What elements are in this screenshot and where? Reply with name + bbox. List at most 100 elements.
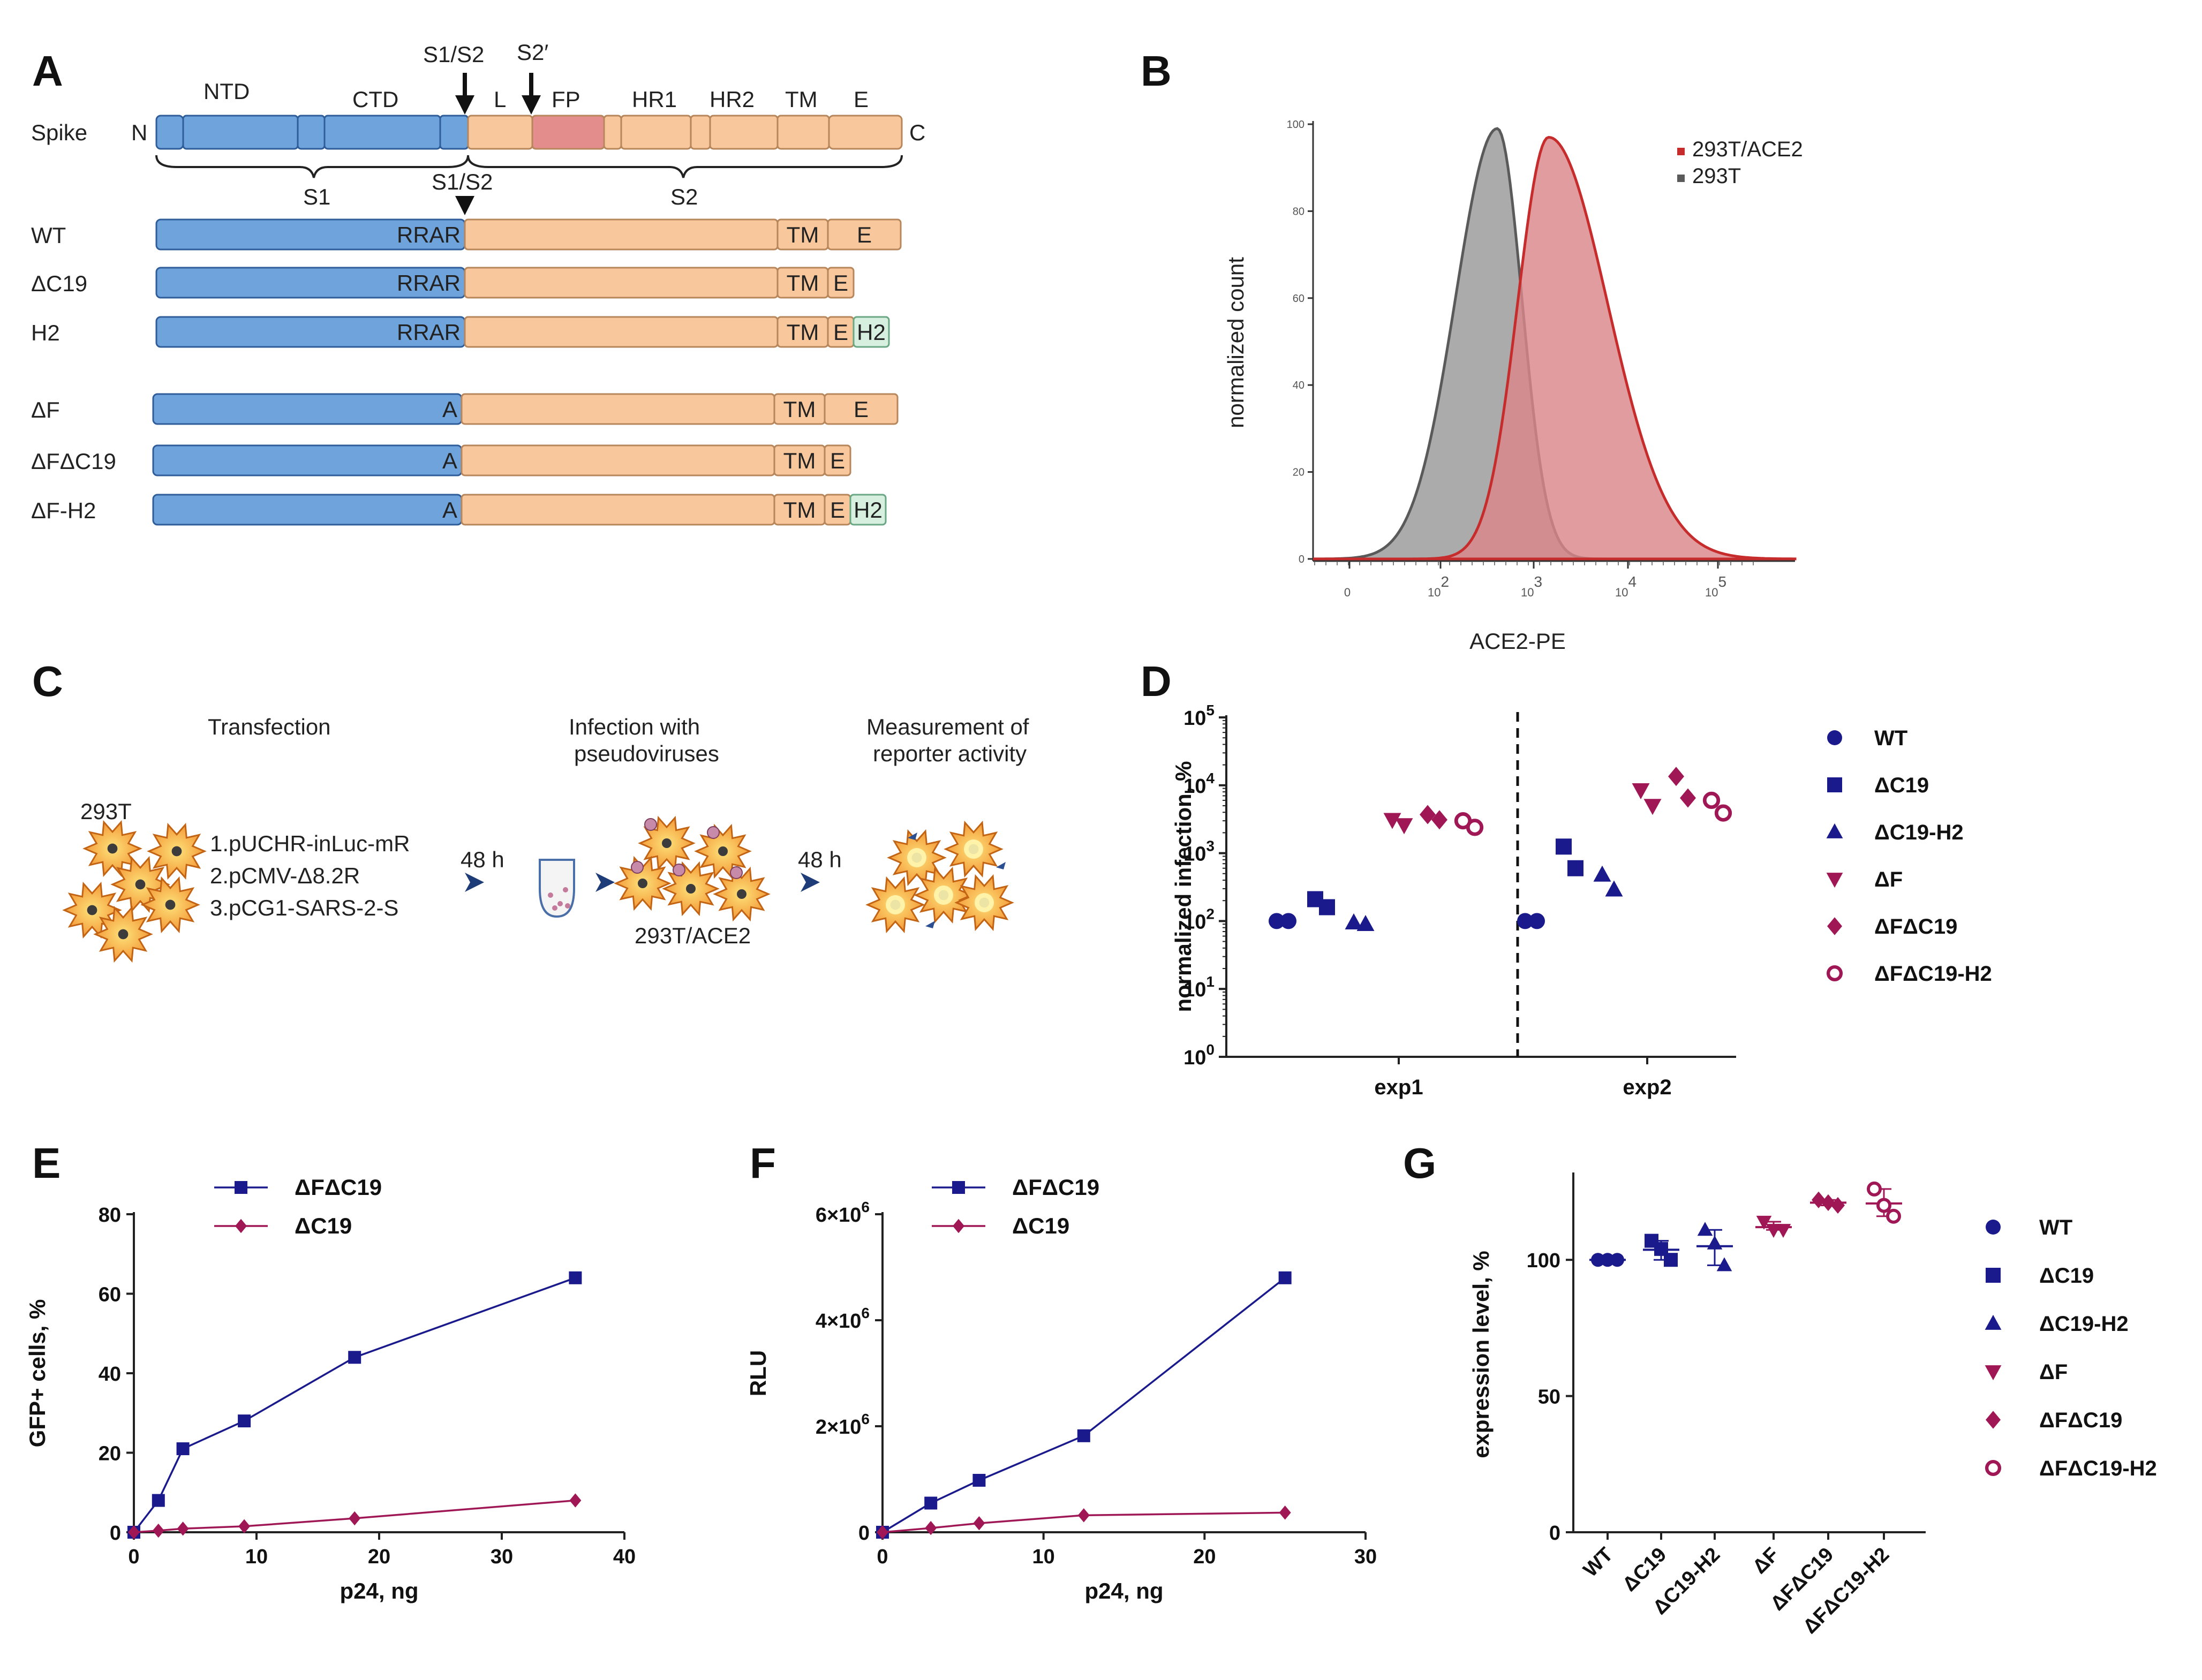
data-point-ΔC19 — [1077, 1508, 1090, 1523]
legend-swatch — [1677, 148, 1685, 155]
legend-label: 293T — [1692, 164, 1741, 188]
data-point-ΔC19-H2 — [1707, 1235, 1723, 1250]
y-tick-label: 20 — [99, 1443, 121, 1465]
tube-icon — [539, 859, 575, 918]
pseudovirus-particle — [730, 866, 743, 879]
data-point-ΔFΔC19 — [1812, 1191, 1826, 1208]
legend-label: ΔF — [2039, 1360, 2068, 1384]
legend-label: ΔFΔC19 — [295, 1175, 382, 1200]
y-tick-label: 0 — [1299, 554, 1304, 565]
data-point-ΔC19-H2 — [1697, 1222, 1713, 1236]
legend-label: 293T/ACE2 — [1692, 138, 1803, 161]
data-point-ΔF — [1395, 818, 1413, 835]
x-axis-label: p24, ng — [340, 1578, 418, 1603]
data-point-ΔC19-H2 — [1345, 913, 1363, 929]
y-tick-label: 40 — [99, 1363, 121, 1386]
s1s2-arrow — [455, 73, 474, 115]
data-point-ΔC19 — [877, 1525, 888, 1540]
tube-particle — [552, 905, 557, 911]
data-point-ΔC19 — [238, 1519, 251, 1534]
data-point-ΔC19 — [569, 1493, 582, 1508]
tube-particle — [565, 903, 570, 909]
cell-nucleus — [135, 879, 146, 890]
spike-bar — [155, 115, 903, 150]
construct-row: ΔFΔC19 A TM E — [31, 444, 851, 476]
y-tick-label: 104 — [1183, 770, 1215, 798]
y-axis-label: normalized count — [1223, 257, 1248, 428]
construct-s2-segment — [461, 393, 775, 425]
construct-tm-label: TM — [787, 222, 819, 247]
s1-label: S1 — [303, 184, 330, 209]
cell-nucleus — [107, 843, 118, 854]
construct-e-label: E — [833, 270, 848, 296]
construct-s2-segment — [461, 444, 775, 476]
data-point-ΔFΔC19-H2 — [1876, 1198, 1891, 1213]
x-axis-label: p24, ng — [1084, 1578, 1163, 1603]
legend-label: ΔC19 — [1874, 774, 1929, 797]
legend-marker — [1827, 777, 1842, 792]
x-tick-label: exp1 — [1374, 1076, 1423, 1099]
producer-cell-icon — [147, 822, 207, 880]
n-terminus-label: N — [131, 120, 147, 145]
data-point-ΔFΔC19 — [152, 1494, 165, 1507]
pseudovirus-particle — [644, 818, 657, 831]
incubation-time-1: 48 h — [461, 847, 504, 872]
step-infection-title-1: Infection with — [569, 714, 700, 739]
data-point-ΔC19 — [349, 1511, 361, 1526]
hr1-label: HR1 — [632, 87, 677, 112]
pseudovirus-particle — [673, 864, 685, 876]
infection-scatter-chart: 100 101 102 103 104 105 exp1 exp2 normalized inf… — [1171, 702, 1992, 1099]
y-tick-label: 100 — [1183, 1041, 1215, 1069]
construct-s2-segment — [464, 267, 779, 299]
y-tick-label: 102 — [1183, 905, 1215, 933]
spike-glyph — [908, 833, 917, 840]
construct-site-label: A — [442, 397, 457, 422]
x-tick-label: 0 — [1344, 586, 1351, 599]
construct-h2-label: H2 — [854, 497, 883, 523]
data-point-WT — [1269, 913, 1285, 929]
data-point-ΔF — [1756, 1215, 1772, 1230]
legend-label: ΔFΔC19 — [2039, 1409, 2122, 1432]
construct-row: H2 RRAR TM E H2 — [31, 316, 890, 348]
data-point-ΔFΔC19 — [238, 1414, 251, 1428]
data-point-ΔFΔC19-H2 — [1867, 1181, 1882, 1197]
data-point-ΔFΔC19 — [348, 1351, 361, 1364]
luciferase-glow — [886, 895, 905, 914]
step-measure-title-1: Measurement of — [866, 714, 1029, 739]
legend-swatch — [1677, 175, 1685, 182]
spike-glyph — [925, 921, 935, 928]
construct-e-label: E — [854, 397, 869, 422]
tube-particle — [548, 892, 553, 898]
panel-a-letter: A — [32, 47, 63, 95]
legend-label: ΔFΔC19-H2 — [1874, 962, 1992, 986]
construct-s1-segment — [152, 494, 463, 526]
step-arrow — [801, 873, 820, 892]
x-tick-label: 30 — [491, 1546, 513, 1568]
cell-nucleus — [165, 899, 176, 910]
legend-marker — [1826, 873, 1843, 888]
x-tick-label: 0 — [877, 1546, 888, 1568]
producer-cell-icon — [82, 820, 142, 877]
x-tick-label: exp2 — [1623, 1076, 1671, 1099]
panel-d: D 100 101 102 103 104 105 exp1 exp2 normalized i… — [1141, 657, 1992, 1099]
y-tick-label: 0 — [858, 1522, 870, 1545]
legend-marker — [1986, 1220, 2001, 1235]
construct-e-segment — [824, 393, 899, 425]
data-point-WT — [1529, 913, 1545, 929]
legend-label: ΔF — [1874, 868, 1903, 891]
construct-row: ΔC19 RRAR TM E — [31, 267, 855, 299]
data-point-ΔC19 — [1319, 899, 1335, 915]
y-tick-label: 2×106 — [816, 1411, 870, 1439]
panel-c-letter: C — [32, 657, 63, 705]
luciferase-glow — [964, 839, 983, 859]
y-axis-label: expression level, % — [1468, 1251, 1494, 1458]
cleavage-site-marker — [455, 196, 474, 215]
x-tick-label: 20 — [1193, 1546, 1216, 1568]
legend-marker — [1986, 1411, 2001, 1429]
data-point-ΔFΔC19-H2 — [1886, 1208, 1901, 1224]
legend-label: ΔC19-H2 — [2039, 1312, 2129, 1336]
data-point-ΔF — [1766, 1224, 1782, 1238]
target-cell-label: 293T/ACE2 — [635, 923, 751, 948]
rlu-line-chart: 0 2×106 4×106 6×106 0 10 20 30 p24, ng RLU ΔFΔC19 Δ… — [745, 1175, 1377, 1603]
